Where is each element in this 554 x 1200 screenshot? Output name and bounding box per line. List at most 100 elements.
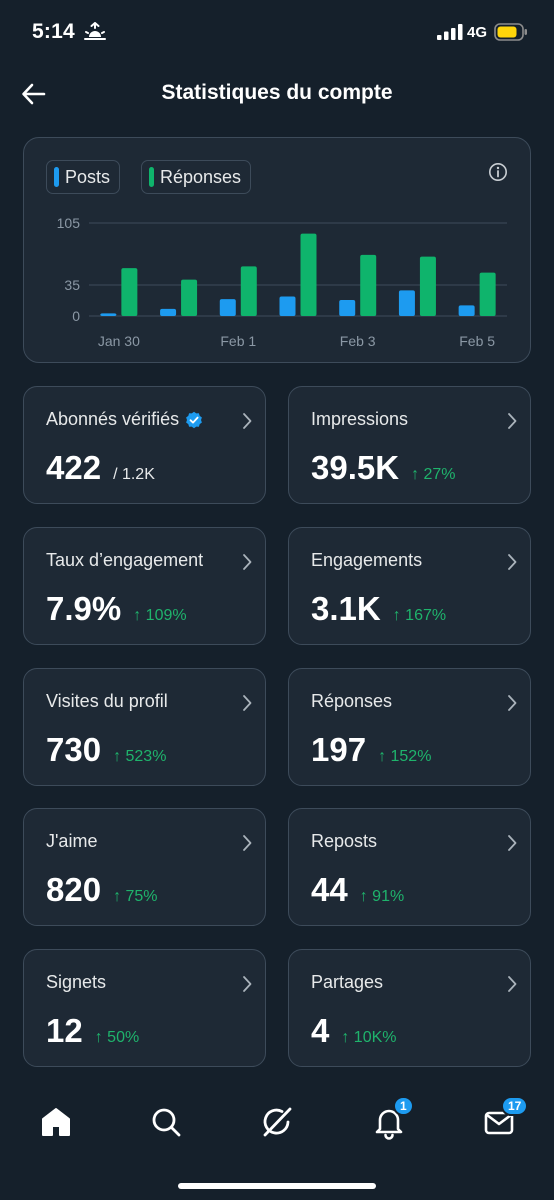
stat-card[interactable]: Reposts 44 ↑ 91% xyxy=(288,808,531,926)
stat-label-text: Partages xyxy=(311,972,384,992)
stat-label: Signets xyxy=(46,972,106,993)
stat-label-text: Taux d’engagement xyxy=(46,550,204,570)
stat-card[interactable]: Signets 12 ↑ 50% xyxy=(23,949,266,1067)
stat-label: Impressions xyxy=(311,409,408,430)
chevron-right-icon xyxy=(243,554,252,570)
y-tick-label: 0 xyxy=(72,308,80,324)
chevron-right-icon xyxy=(508,695,517,711)
stat-value-row: 820 ↑ 75% xyxy=(46,871,158,909)
y-tick-label: 105 xyxy=(57,215,81,231)
chevron-right-icon xyxy=(508,413,517,429)
stat-value: 12 xyxy=(46,1012,83,1049)
bar-replies xyxy=(121,268,138,316)
stat-label-text: J'aime xyxy=(46,831,98,851)
stat-value: 422 xyxy=(46,449,102,486)
y-tick-label: 35 xyxy=(64,277,80,293)
stat-label: Taux d’engagement xyxy=(46,550,203,571)
notifications-badge: 1 xyxy=(393,1096,414,1116)
bar-posts xyxy=(458,305,475,316)
stat-value-row: 39.5K ↑ 27% xyxy=(311,449,456,487)
stat-value-row: 730 ↑ 523% xyxy=(46,731,166,769)
bar-replies xyxy=(360,254,377,316)
stat-label-text: Réponses xyxy=(311,691,393,711)
stat-value: 730 xyxy=(46,731,102,768)
stat-value: 39.5K xyxy=(311,449,400,486)
signal-icon xyxy=(437,24,463,40)
stat-card[interactable]: Visites du profil 730 ↑ 523% xyxy=(23,668,266,786)
stat-value-row: 3.1K ↑ 167% xyxy=(311,590,446,628)
stat-value-row: 422 / 1.2K xyxy=(46,449,155,487)
stat-label: Abonnés vérifiés xyxy=(46,409,203,430)
stat-delta: ↑ 91% xyxy=(359,888,405,905)
chevron-right-icon xyxy=(508,976,517,992)
legend-replies-label: Réponses xyxy=(160,166,242,187)
stat-value: 4 xyxy=(311,1012,330,1049)
bar-posts xyxy=(398,290,415,316)
chevron-right-icon xyxy=(243,976,252,992)
verified-badge-icon xyxy=(186,411,202,428)
x-tick-label: Jan 30 xyxy=(98,333,140,349)
legend-posts-label: Posts xyxy=(65,166,111,187)
stat-card[interactable]: Impressions 39.5K ↑ 27% xyxy=(288,386,531,504)
bar-replies xyxy=(240,266,257,316)
stat-label-text: Engagements xyxy=(311,550,423,570)
stat-value: 820 xyxy=(46,871,102,908)
legend-replies-swatch xyxy=(149,167,154,187)
stat-card[interactable]: Taux d’engagement 7.9% ↑ 109% xyxy=(23,527,266,645)
stat-value-row: 44 ↑ 91% xyxy=(311,871,404,909)
stat-label: Réponses xyxy=(311,691,392,712)
stat-card[interactable]: J'aime 820 ↑ 75% xyxy=(23,808,266,926)
home-indicator xyxy=(178,1183,376,1189)
stat-label-text: Reposts xyxy=(311,831,378,851)
stat-total: / 1.2K xyxy=(113,466,155,483)
stat-label-text: Abonnés vérifiés xyxy=(46,409,180,429)
bar-posts xyxy=(100,313,117,316)
notifications-tab[interactable]: 1 xyxy=(369,1096,414,1142)
bar-replies xyxy=(300,233,317,316)
sunrise-icon xyxy=(84,22,106,40)
bar-posts xyxy=(160,308,177,316)
bar-chart: 0 35 105 Jan 30 Feb 1 Feb 3 Feb 5 xyxy=(57,215,507,349)
stat-label: Visites du profil xyxy=(46,691,168,712)
legend-posts-swatch xyxy=(54,167,59,187)
x-tick-label: Feb 3 xyxy=(340,333,376,349)
bar-posts xyxy=(339,300,356,316)
stat-card[interactable]: Réponses 197 ↑ 152% xyxy=(288,668,531,786)
stat-delta: ↑ 27% xyxy=(411,466,456,483)
bar-posts xyxy=(279,296,296,316)
stat-value: 197 xyxy=(311,731,367,768)
stat-delta: ↑ 50% xyxy=(94,1029,140,1046)
stat-delta: ↑ 523% xyxy=(113,748,167,765)
stat-card[interactable]: Abonnés vérifiés 422 / 1.2K xyxy=(23,386,266,504)
bar-replies xyxy=(479,272,496,316)
search-icon[interactable] xyxy=(146,1102,186,1142)
bar-posts xyxy=(219,299,236,316)
status-bar: 5:14 4G xyxy=(0,0,554,66)
battery-icon xyxy=(494,23,527,41)
stat-value-row: 7.9% ↑ 109% xyxy=(46,590,187,628)
stat-delta: ↑ 10K% xyxy=(341,1029,397,1046)
stat-delta: ↑ 167% xyxy=(392,607,447,624)
back-arrow-icon[interactable] xyxy=(20,80,48,108)
stat-delta: ↑ 75% xyxy=(113,888,158,905)
legend-posts-button[interactable]: Posts xyxy=(46,160,121,194)
bar-replies xyxy=(419,256,436,316)
stat-delta: ↑ 152% xyxy=(378,748,432,765)
stat-label-text: Signets xyxy=(46,972,107,992)
chevron-right-icon xyxy=(243,695,252,711)
grok-icon[interactable] xyxy=(257,1102,297,1142)
network-type: 4G xyxy=(467,24,488,41)
stat-card[interactable]: Engagements 3.1K ↑ 167% xyxy=(288,527,531,645)
stat-label-text: Visites du profil xyxy=(46,691,168,711)
stat-label-text: Impressions xyxy=(311,409,409,429)
home-icon[interactable] xyxy=(36,1102,76,1142)
chart-card: Posts Réponses 0 35 105 Jan 30 Feb 1 Feb 3 Feb… xyxy=(23,137,531,363)
legend-replies-button[interactable]: Réponses xyxy=(141,160,252,194)
info-icon[interactable] xyxy=(488,162,508,182)
stat-card[interactable]: Partages 4 ↑ 10K% xyxy=(288,949,531,1067)
mail-icon xyxy=(484,1111,514,1135)
bar-replies xyxy=(181,279,198,316)
tab-bar: 1 17 xyxy=(0,1082,554,1200)
messages-tab[interactable]: 17 xyxy=(479,1096,529,1142)
stat-delta: ↑ 109% xyxy=(133,607,187,624)
